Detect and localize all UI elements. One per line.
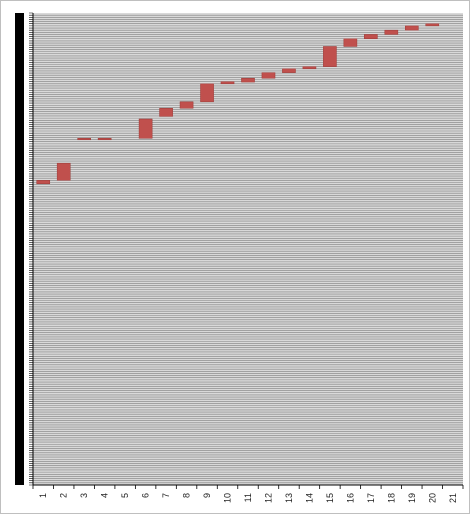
bar-3 [77,138,91,141]
bar-14 [302,66,317,70]
x-tick-label-17: 17 [366,493,376,503]
bar-13 [282,68,296,73]
bar-18 [384,29,399,35]
x-tick-label-14: 14 [304,493,314,503]
x-axis: 1 2 3 4 5 6 7 8 9 10 11 12 13 14 15 16 17 18 19 20 21 [32,484,464,503]
bar-4 [97,138,112,141]
bar-20 [425,23,440,27]
bar-9 [200,83,214,103]
x-tick-label-12: 12 [263,493,273,503]
x-tick-label-13: 13 [284,493,294,503]
x-tick-label-5: 5 [120,493,130,498]
bar-19 [405,25,419,31]
plot-area [33,13,463,485]
bar-15 [323,46,337,67]
x-tick-label-20: 20 [427,493,437,503]
x-tick-label-7: 7 [161,493,171,498]
x-tick-label-9: 9 [202,493,212,498]
bar-16 [343,38,358,47]
x-tick-label-4: 4 [100,493,110,498]
x-tick-label-15: 15 [325,493,335,503]
x-tick-label-3: 3 [79,493,89,498]
y-ticks [29,12,33,486]
bar-1 [36,180,51,185]
x-tick-label-10: 10 [223,493,233,503]
bar-11 [241,77,255,83]
x-tick-label-11: 11 [243,493,253,502]
x-tick-label-21: 21 [448,493,458,503]
bars [36,23,440,185]
bar-2 [56,162,71,181]
x-tick-label-18: 18 [386,493,396,503]
x-tick-label-16: 16 [345,493,355,503]
x-tick-label-8: 8 [182,493,192,498]
bar-8 [179,101,194,109]
bar-7 [159,108,173,117]
bar-10 [220,81,235,85]
x-tick-label-2: 2 [59,493,69,498]
y-tick-label-band [15,13,24,485]
y-axis [15,12,34,486]
bar-17 [364,34,378,39]
x-tick-label-1: 1 [38,493,48,498]
x-tick-label-19: 19 [407,493,417,503]
x-tick-label-6: 6 [141,493,151,498]
bar-12 [261,72,276,79]
gridlines [33,14,463,484]
bar-6 [138,118,153,139]
